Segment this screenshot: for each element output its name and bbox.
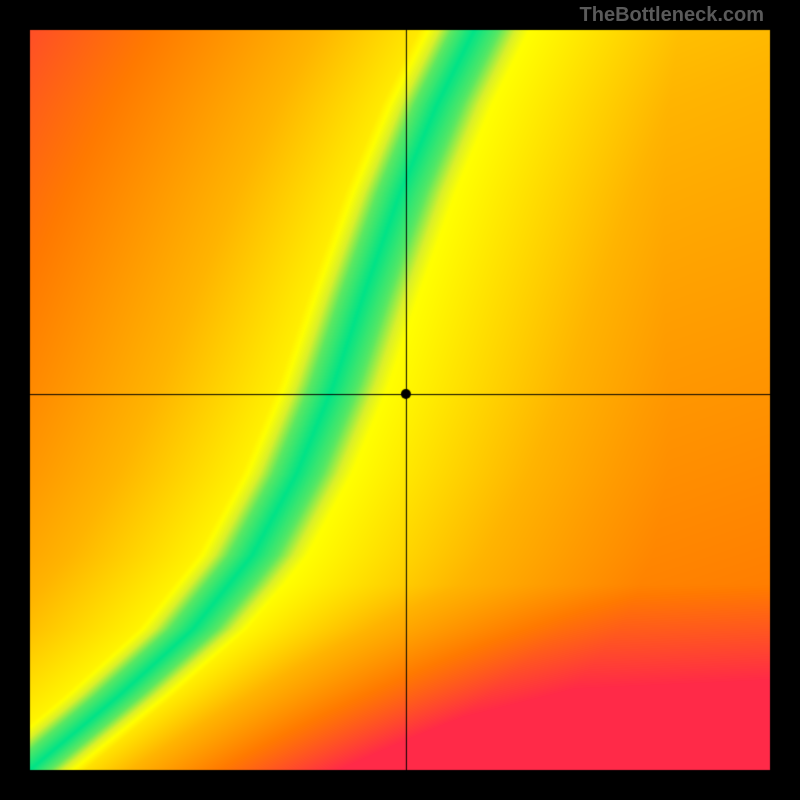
chart-container: TheBottleneck.com xyxy=(0,0,800,800)
heatmap-canvas xyxy=(0,0,800,800)
chart-title: TheBottleneck.com xyxy=(580,4,764,27)
